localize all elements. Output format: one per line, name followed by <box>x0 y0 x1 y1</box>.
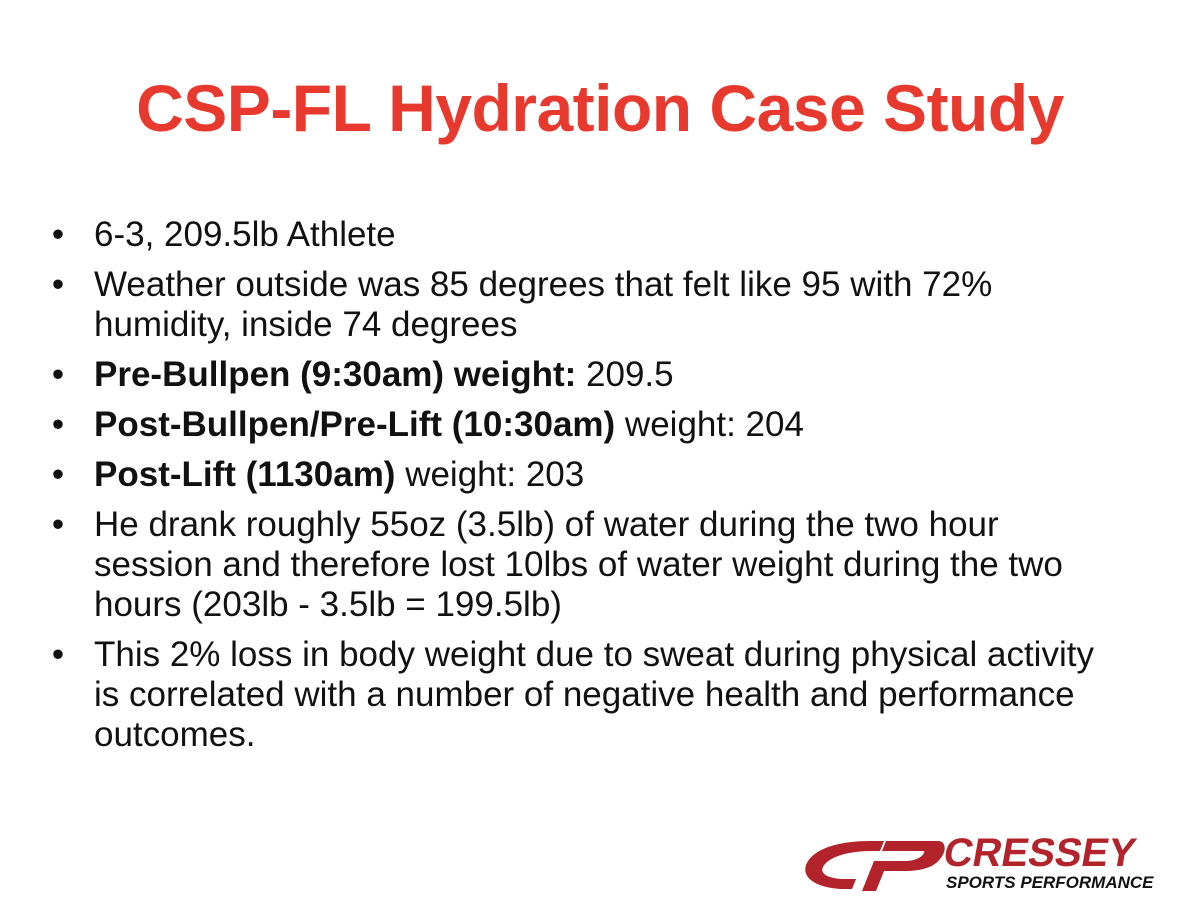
bullet-item: • 6-3, 209.5lb Athlete <box>48 215 1108 255</box>
bullet-text: weight: 204 <box>615 405 804 444</box>
bullet-dot-icon: • <box>51 265 65 304</box>
cressey-logo: CRESSEY SPORTS PERFORMANCE <box>800 831 1180 897</box>
slide-title: CSP-FL Hydration Case Study <box>136 71 1064 145</box>
bullet-text: weight: 203 <box>395 455 585 494</box>
cressey-cp-logo-icon <box>805 841 945 891</box>
bullet-item: • Pre-Bullpen (9:30am) weight: 209.5 <box>48 355 1108 395</box>
bullet-text: 6-3, 209.5lb Athlete <box>94 215 396 254</box>
bullet-dot-icon: • <box>51 635 65 674</box>
bullet-dot-icon: • <box>51 215 65 254</box>
bullet-bold-text: Post-Bullpen/Pre-Lift (10:30am) <box>94 405 616 444</box>
bullet-dot-icon: • <box>51 455 65 494</box>
bullet-text: 209.5 <box>576 355 674 394</box>
bullet-bold-text: Pre-Bullpen (9:30am) weight: <box>94 355 577 394</box>
bullet-text: Weather outside was 85 degrees that felt… <box>94 265 993 344</box>
bullet-item: • Post-Lift (1130am) weight: 203 <box>48 455 1108 495</box>
bullet-dot-icon: • <box>51 355 65 394</box>
bullet-text: This 2% loss in body weight due to sweat… <box>94 635 1094 754</box>
bullet-item: • Weather outside was 85 degrees that fe… <box>48 265 1108 345</box>
logo-wordmark: CRESSEY <box>940 831 1140 875</box>
bullet-text: He drank roughly 55oz (3.5lb) of water d… <box>94 505 1063 624</box>
bullet-list: • 6-3, 209.5lb Athlete • Weather outside… <box>48 215 1108 765</box>
bullet-item: • Post-Bullpen/Pre-Lift (10:30am) weight… <box>48 405 1108 445</box>
bullet-item: • He drank roughly 55oz (3.5lb) of water… <box>48 505 1108 625</box>
bullet-dot-icon: • <box>51 505 65 544</box>
logo-subtitle: SPORTS PERFORMANCE <box>946 873 1154 892</box>
bullet-bold-text: Post-Lift (1130am) <box>94 455 396 494</box>
bullet-item: • This 2% loss in body weight due to swe… <box>48 635 1108 755</box>
bullet-dot-icon: • <box>51 405 65 444</box>
